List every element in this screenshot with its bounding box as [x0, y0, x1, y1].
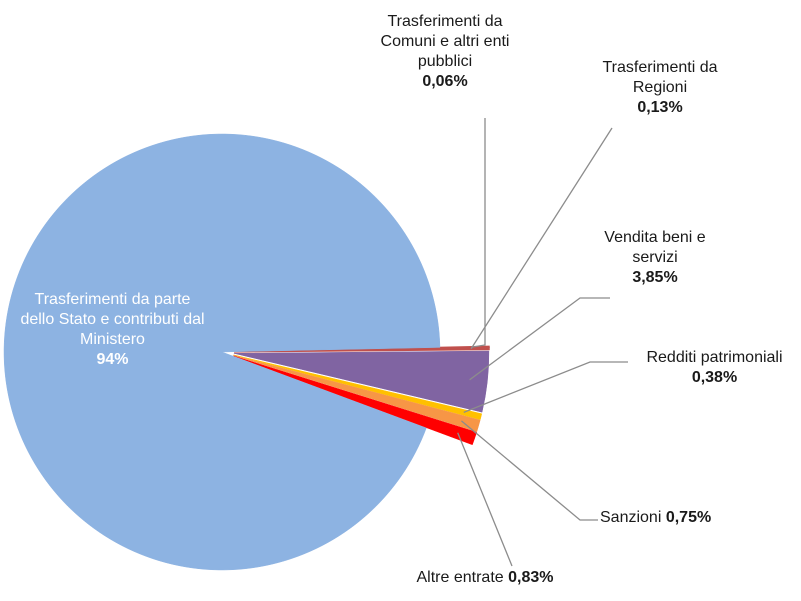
slice-value: 0,06%: [422, 73, 468, 90]
slice-label: Trasferimenti da parte dello Stato e con…: [20, 290, 205, 370]
slice-name: Redditi patrimoniali: [646, 349, 783, 366]
slice-label: Altre entrate 0,83%: [390, 568, 580, 588]
slice-name: Vendita beni e servizi: [604, 229, 706, 266]
leader-line: [469, 297, 610, 381]
slice-value: 3,85%: [632, 269, 678, 286]
pie-slice: [233, 355, 481, 432]
slice-label: Trasferimenti da Comuni e altri enti pub…: [370, 12, 520, 92]
slice-name: Sanzioni: [600, 509, 662, 526]
leader-line: [461, 420, 598, 521]
slice-label: Redditi patrimoniali 0,38%: [628, 348, 801, 388]
slice-name: Trasferimenti da parte dello Stato e con…: [20, 291, 205, 348]
slice-label: Vendita beni e servizi 3,85%: [585, 228, 725, 288]
slice-label: Sanzioni 0,75%: [600, 508, 790, 528]
pie-slice: [233, 346, 490, 353]
slice-value: 0,75%: [665, 509, 712, 526]
slice-value: 0,38%: [691, 369, 738, 386]
pie-slice: [3, 133, 441, 571]
pie-slice: [233, 350, 490, 413]
leader-line: [471, 118, 486, 348]
slice-name: Trasferimenti da Regioni: [602, 59, 718, 96]
slice-label: Trasferimenti da Regioni 0,13%: [585, 58, 735, 118]
pie-slice: [233, 355, 477, 446]
slice-value: 0,13%: [637, 99, 683, 116]
leader-line: [470, 127, 613, 350]
pie-slice: [233, 354, 483, 420]
slice-name: Trasferimenti da Comuni e altri enti pub…: [380, 13, 510, 70]
leader-line: [463, 361, 628, 413]
slice-name: Altre entrate: [416, 569, 504, 586]
slice-value: 94%: [96, 351, 129, 368]
slice-value: 0,83%: [508, 569, 554, 586]
leader-line: [457, 432, 513, 567]
